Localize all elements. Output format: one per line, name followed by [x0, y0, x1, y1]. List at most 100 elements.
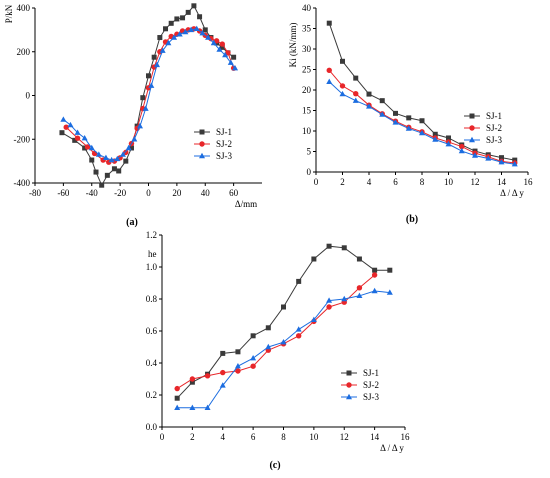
data-point: [387, 267, 393, 273]
y-tick-label: 0.0: [146, 422, 158, 432]
data-point: [326, 20, 332, 26]
data-point: [119, 151, 126, 157]
x-tick-label: 20: [172, 188, 182, 198]
data-point: [204, 404, 211, 410]
data-point: [485, 155, 492, 161]
y-tick-label: -400: [14, 178, 31, 188]
series-line: [176, 274, 375, 390]
data-point: [326, 67, 332, 74]
data-point: [472, 152, 478, 158]
x-axis-label: Δ / Δ y: [500, 188, 524, 198]
data-point: [372, 267, 378, 273]
x-tick-label: 4: [367, 177, 372, 187]
data-point: [235, 368, 241, 374]
legend-label: SJ-1: [363, 368, 379, 378]
y-tick-label: 10: [302, 126, 312, 136]
data-point: [219, 44, 225, 50]
data-point: [60, 116, 67, 122]
data-point: [295, 333, 302, 339]
data-point: [163, 26, 169, 32]
y-tick-label: 40: [302, 3, 312, 13]
data-point: [102, 154, 109, 161]
x-tick-label: 6: [251, 432, 256, 442]
x-tick-label: 10: [444, 177, 454, 187]
series-line: [61, 4, 234, 187]
data-point: [216, 46, 223, 52]
series-sj-1: [59, 3, 237, 188]
data-point: [432, 131, 438, 137]
data-point: [406, 115, 412, 121]
x-tick-label: 10: [309, 432, 319, 442]
data-point: [176, 31, 183, 37]
x-tick-label: 12: [340, 432, 349, 442]
x-tick-label: 2: [340, 177, 345, 187]
data-point: [352, 97, 359, 103]
data-point: [108, 156, 115, 163]
x-tick-label: 16: [401, 432, 411, 442]
x-tick-label: 6: [393, 177, 398, 187]
data-point: [146, 73, 151, 79]
legend-label: SJ-1: [486, 111, 502, 121]
data-point: [250, 333, 256, 339]
panel-label: (c): [269, 460, 280, 471]
data-point: [142, 105, 149, 111]
y-tick-label: 0.8: [146, 294, 158, 304]
data-point: [159, 47, 166, 53]
data-point: [499, 155, 504, 161]
data-point: [341, 245, 347, 251]
data-point: [154, 61, 161, 68]
data-point: [219, 41, 225, 47]
data-point: [189, 376, 196, 382]
data-point: [72, 137, 78, 143]
data-point: [392, 119, 399, 125]
data-point: [326, 78, 333, 84]
x-tick-label: 2: [190, 432, 195, 442]
data-point: [123, 149, 129, 156]
data-point: [93, 169, 99, 175]
data-point: [204, 373, 211, 379]
data-point: [265, 343, 272, 350]
chart-panel-3: 0.0 0.2 0.4 0.6 0.8 1.0 1.2 0 2 4 6 8 10 12 14 16 he Δ / …: [146, 230, 410, 471]
data-point: [458, 147, 465, 154]
y-tick-label: 0: [307, 167, 312, 177]
data-point: [512, 157, 518, 163]
legend-swatch-marker: [199, 152, 205, 159]
data-point: [419, 118, 425, 124]
legend-label: SJ-2: [216, 139, 232, 149]
data-point: [157, 35, 163, 41]
data-point: [99, 182, 105, 188]
y-tick-label: 15: [302, 106, 312, 116]
data-point: [225, 50, 231, 56]
x-tick-label: 4: [221, 432, 226, 442]
data-point: [111, 166, 117, 172]
data-point: [234, 363, 241, 369]
data-point: [213, 38, 220, 44]
data-point: [104, 172, 110, 178]
y-tick-label: 0: [26, 91, 31, 101]
data-point: [353, 90, 359, 97]
data-point: [174, 404, 181, 410]
x-tick-label: -40: [86, 188, 98, 198]
y-axis-label: Ki (kN/mm): [288, 23, 298, 68]
data-point: [210, 39, 217, 46]
data-point: [311, 256, 317, 262]
x-tick-label: 0: [160, 432, 165, 442]
data-point: [326, 297, 333, 303]
x-axis-label: Δ/mm: [235, 199, 257, 209]
data-point: [189, 404, 196, 410]
legend-swatch-marker: [469, 125, 475, 131]
data-point: [205, 34, 212, 40]
data-point: [326, 304, 332, 310]
x-axis-label: Δ / Δ y: [380, 443, 404, 453]
data-point: [191, 3, 197, 9]
legend: SJ-1 SJ-2 SJ-3: [341, 368, 380, 402]
y-tick-label: 0.4: [146, 358, 158, 368]
data-point: [219, 382, 226, 388]
data-point: [281, 304, 286, 310]
y-axis-label: he: [148, 249, 157, 259]
y-tick-label: 1.0: [146, 262, 158, 272]
data-point: [91, 150, 98, 157]
series-sj-3: [60, 25, 239, 163]
data-point: [182, 28, 189, 35]
